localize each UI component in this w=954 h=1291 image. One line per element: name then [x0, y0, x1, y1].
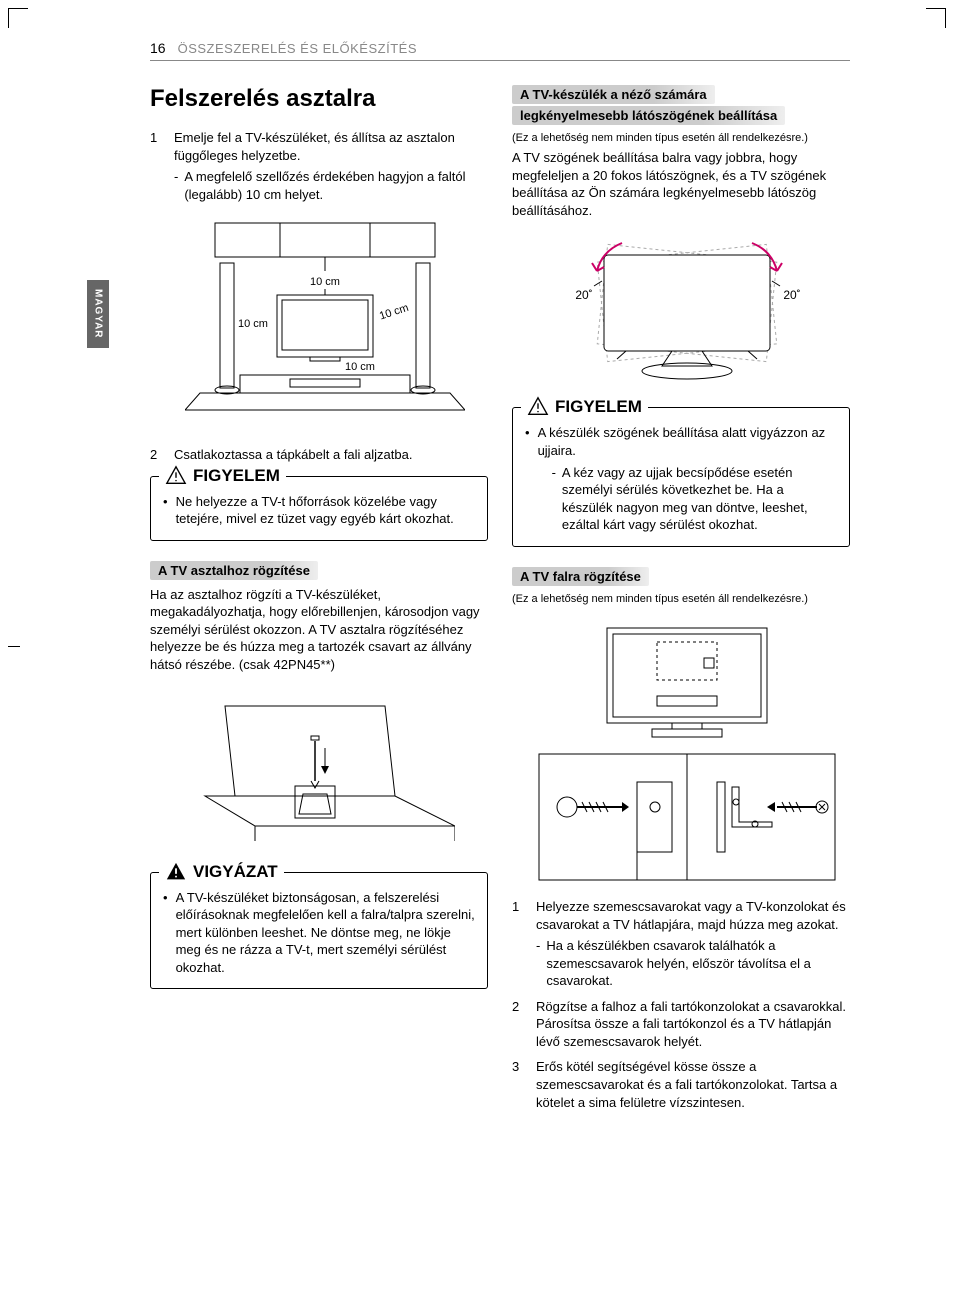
wall-step-3-text: Erős kötél segítségével kösse össze a sz…	[536, 1058, 850, 1111]
section-angle-title-1: A TV-készülék a néző számára	[512, 85, 715, 104]
section-angle-title-2: legkényelmesebb látószögének beállítása	[512, 106, 785, 125]
wall-step-2b-text: Párosítsa össze a fali tartókonzol és a …	[536, 1015, 850, 1050]
caution-title: VIGYÁZAT	[193, 862, 278, 882]
figure-swivel-angle: 20˚ 20˚	[524, 231, 850, 391]
attention-callout-1: FIGYELEM •Ne helyezze a TV-t hőforrások …	[150, 476, 488, 541]
page-number: 16	[150, 40, 166, 56]
step-1: 1 Emelje fel a TV-készüléket, és állítsa…	[150, 129, 488, 203]
label-bottom: 10 cm	[345, 361, 375, 373]
svg-text:20˚: 20˚	[783, 288, 800, 302]
label-top: 10 cm	[310, 276, 340, 288]
crop-mark-mid	[8, 646, 20, 647]
attention2-sub: A kéz vagy az ujjak becsípődése esetén s…	[562, 464, 837, 534]
right-column: A TV-készülék a néző számára legkényelme…	[512, 85, 850, 1119]
page-content: MAGYAR 16 ÖSSZESZERELÉS ÉS ELŐKÉSZÍTÉS F…	[90, 40, 870, 1250]
attention2-body: A készülék szögének beállítása alatt vig…	[538, 424, 837, 459]
figure-wall-hardware	[524, 752, 850, 882]
angle-body: A TV szögének beállítása balra vagy jobb…	[512, 149, 850, 219]
section-wall-mount-title: A TV falra rögzítése	[512, 567, 649, 586]
wall-step-1-text: Helyezze szemescsavarokat vagy a TV-konz…	[536, 898, 850, 933]
warning-icon	[527, 396, 549, 418]
main-title: Felszerelés asztalra	[150, 85, 488, 113]
step-number: 1	[150, 129, 162, 203]
figure-table-screw	[162, 686, 488, 856]
step-2: 2 Csatlakoztassa a tápkábelt a fali aljz…	[150, 446, 488, 464]
caution-body: A TV-készüléket biztonságosan, a felszer…	[176, 889, 475, 977]
wall-availability-note: (Ez a lehetőség nem minden típus esetén …	[512, 592, 850, 606]
table-mount-body: Ha az asztalhoz rögzíti a TV-készüléket,…	[150, 586, 488, 674]
wall-step-1: 1 Helyezze szemescsavarokat vagy a TV-ko…	[512, 898, 850, 990]
attention2-title: FIGYELEM	[555, 397, 642, 417]
label-left: 10 cm	[238, 318, 268, 330]
crop-mark-tr	[926, 8, 946, 28]
wall-step-3: 3 Erős kötél segítségével kösse össze a …	[512, 1058, 850, 1111]
page-header: 16 ÖSSZESZERELÉS ÉS ELŐKÉSZÍTÉS	[150, 40, 850, 61]
wall-step-1-sub: Ha a készülékben csavarok találhatók a s…	[546, 937, 850, 990]
warning-icon-filled	[165, 861, 187, 883]
section-table-mount-title: A TV asztalhoz rögzítése	[150, 561, 318, 580]
warning-icon	[165, 465, 187, 487]
step-number: 2	[150, 446, 162, 464]
angle-availability-note: (Ez a lehetőség nem minden típus esetén …	[512, 131, 850, 145]
step-1-sub: A megfelelő szellőzés érdekében hagyjon …	[184, 168, 488, 203]
svg-text:20˚: 20˚	[575, 288, 592, 302]
header-title: ÖSSZESZERELÉS ÉS ELŐKÉSZÍTÉS	[178, 41, 417, 56]
attention-body: Ne helyezze a TV-t hőforrások közelébe v…	[176, 493, 475, 528]
attention-callout-2: FIGYELEM • A készülék szögének beállítás…	[512, 407, 850, 546]
caution-callout: VIGYÁZAT •A TV-készüléket biztonságosan,…	[150, 872, 488, 990]
dash: -	[174, 168, 178, 203]
label-right: 10 cm	[378, 302, 410, 323]
crop-mark-tl	[8, 8, 28, 28]
attention-title: FIGYELEM	[193, 466, 280, 486]
figure-tv-clearance: 10 cm 10 cm 10 cm 10 cm	[162, 215, 488, 430]
language-tab: MAGYAR	[87, 280, 109, 348]
wall-step-2-text: Rögzítse a falhoz a fali tartókonzolokat…	[536, 998, 850, 1016]
left-column: Felszerelés asztalra 1 Emelje fel a TV-k…	[150, 85, 488, 1119]
wall-step-2: 2 Rögzítse a falhoz a fali tartókonzolok…	[512, 998, 850, 1051]
step-1-text: Emelje fel a TV-készüléket, és állítsa a…	[174, 129, 488, 164]
step-2-text: Csatlakoztassa a tápkábelt a fali aljzat…	[174, 446, 412, 464]
figure-wall-tv-back	[524, 618, 850, 748]
